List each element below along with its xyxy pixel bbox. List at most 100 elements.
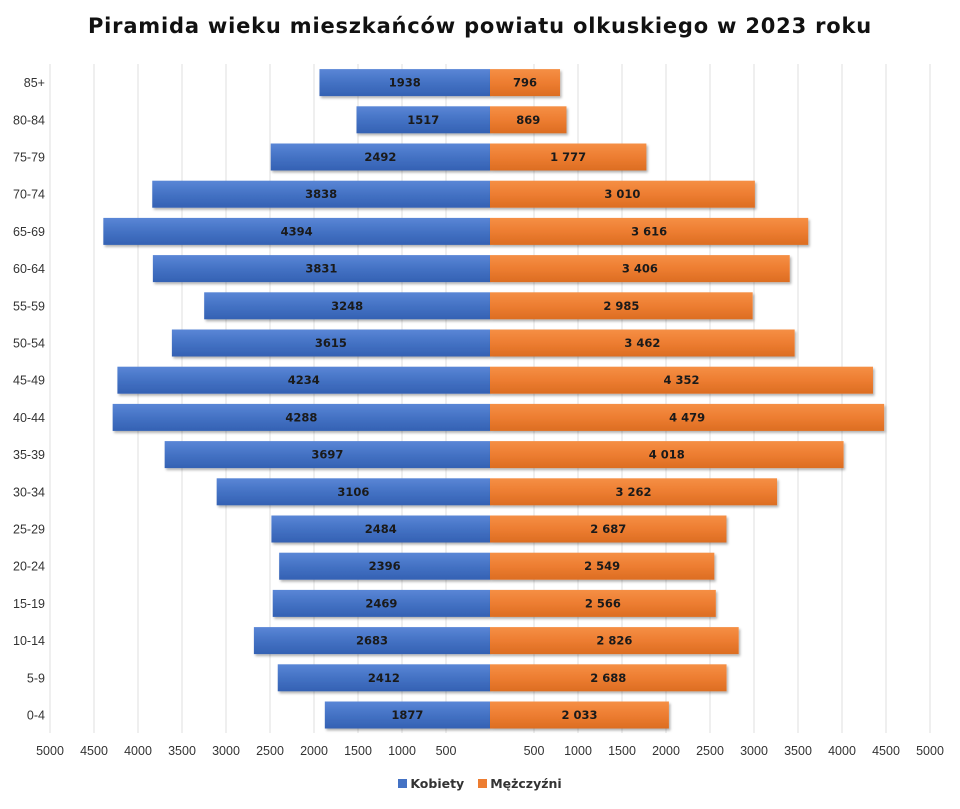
bar-mezczyzni[interactable] bbox=[490, 701, 669, 729]
bar-kobiety[interactable] bbox=[164, 441, 490, 469]
data-label-mezczyzni: 2 687 bbox=[590, 522, 626, 536]
data-label-kobiety: 3831 bbox=[305, 262, 337, 276]
bar-kobiety[interactable] bbox=[152, 255, 490, 283]
legend-label-kobiety: Kobiety bbox=[410, 776, 465, 791]
x-tick-label: 3500 bbox=[784, 744, 812, 758]
bar-mezczyzni[interactable] bbox=[490, 515, 727, 543]
bar-mezczyzni[interactable] bbox=[490, 329, 795, 357]
data-label-mezczyzni: 4 018 bbox=[649, 448, 685, 462]
bar-mezczyzni[interactable] bbox=[490, 552, 715, 580]
data-label-kobiety: 3248 bbox=[331, 299, 363, 313]
x-tick-label: 3500 bbox=[168, 744, 196, 758]
bar-mezczyzni[interactable] bbox=[490, 292, 753, 320]
x-tick-label: 1500 bbox=[344, 744, 372, 758]
bar-kobiety[interactable] bbox=[171, 329, 490, 357]
bar-mezczyzni[interactable] bbox=[490, 255, 790, 283]
x-tick-label: 500 bbox=[524, 744, 545, 758]
data-label-mezczyzni: 796 bbox=[513, 76, 537, 90]
data-label-kobiety: 1877 bbox=[391, 708, 423, 722]
category-label: 80-84 bbox=[13, 113, 45, 127]
legend: Kobiety Mężczyźni bbox=[0, 776, 960, 791]
data-label-kobiety: 2484 bbox=[365, 522, 397, 536]
bar-mezczyzni[interactable] bbox=[490, 69, 561, 97]
category-label: 45-49 bbox=[13, 374, 45, 388]
category-label: 30-34 bbox=[13, 485, 45, 499]
x-tick-label: 5000 bbox=[916, 744, 944, 758]
bar-kobiety[interactable] bbox=[103, 217, 490, 245]
bars bbox=[103, 69, 885, 729]
bar-mezczyzni[interactable] bbox=[490, 478, 778, 506]
category-label: 35-39 bbox=[13, 448, 45, 462]
category-label: 20-24 bbox=[13, 560, 45, 574]
bar-labels: 1938 796 1517 869 2492 1 777 3838 3 010 4394 3 61… bbox=[281, 76, 705, 722]
data-label-kobiety: 2412 bbox=[368, 671, 400, 685]
bar-kobiety[interactable] bbox=[271, 515, 490, 543]
data-label-kobiety: 4394 bbox=[281, 224, 313, 238]
bar-kobiety[interactable] bbox=[152, 180, 491, 208]
legend-item-mezczyzni[interactable]: Mężczyźni bbox=[478, 776, 562, 791]
bar-mezczyzni[interactable] bbox=[490, 441, 844, 469]
category-label: 55-59 bbox=[13, 299, 45, 313]
data-label-kobiety: 3697 bbox=[311, 448, 343, 462]
data-label-kobiety: 3838 bbox=[305, 187, 337, 201]
data-label-mezczyzni: 2 566 bbox=[585, 596, 621, 610]
bar-mezczyzni[interactable] bbox=[490, 403, 885, 431]
bar-kobiety[interactable] bbox=[253, 627, 490, 655]
bar-kobiety[interactable] bbox=[112, 403, 490, 431]
x-tick-label: 1000 bbox=[564, 744, 592, 758]
legend-item-kobiety[interactable]: Kobiety bbox=[398, 776, 464, 791]
bar-mezczyzni[interactable] bbox=[490, 366, 873, 394]
data-label-kobiety: 2469 bbox=[365, 596, 397, 610]
data-label-mezczyzni: 2 033 bbox=[561, 708, 597, 722]
bar-kobiety[interactable] bbox=[277, 664, 490, 692]
bar-kobiety[interactable] bbox=[324, 701, 490, 729]
data-label-kobiety: 3106 bbox=[337, 485, 369, 499]
bar-kobiety[interactable] bbox=[117, 366, 491, 394]
bar-kobiety[interactable] bbox=[279, 552, 490, 580]
bar-mezczyzni[interactable] bbox=[490, 143, 647, 171]
bar-kobiety[interactable] bbox=[319, 69, 490, 97]
legend-swatch-mezczyzni bbox=[478, 779, 488, 788]
bar-mezczyzni[interactable] bbox=[490, 106, 567, 134]
category-label: 70-74 bbox=[13, 188, 45, 202]
category-label: 10-14 bbox=[13, 634, 45, 648]
category-label: 50-54 bbox=[13, 337, 45, 351]
category-label: 40-44 bbox=[13, 411, 45, 425]
category-label: 0-4 bbox=[27, 709, 45, 723]
bar-mezczyzni[interactable] bbox=[490, 589, 716, 617]
bar-mezczyzni[interactable] bbox=[490, 180, 755, 208]
data-label-mezczyzni: 3 010 bbox=[604, 187, 640, 201]
x-tick-label: 4000 bbox=[124, 744, 152, 758]
bar-kobiety[interactable] bbox=[270, 143, 490, 171]
x-tick-label: 2500 bbox=[256, 744, 284, 758]
data-label-mezczyzni: 2 826 bbox=[596, 634, 632, 648]
bar-kobiety[interactable] bbox=[272, 589, 490, 617]
bar-kobiety[interactable] bbox=[216, 478, 490, 506]
bar-mezczyzni[interactable] bbox=[490, 627, 739, 655]
chart-title: Piramida wieku mieszkańców powiatu olkus… bbox=[87, 14, 872, 38]
data-label-kobiety: 3615 bbox=[315, 336, 347, 350]
data-label-mezczyzni: 4 479 bbox=[669, 410, 705, 424]
data-label-kobiety: 1517 bbox=[407, 113, 439, 127]
data-label-mezczyzni: 2 688 bbox=[590, 671, 626, 685]
data-label-mezczyzni: 3 462 bbox=[624, 336, 660, 350]
bar-mezczyzni[interactable] bbox=[490, 664, 727, 692]
bar-kobiety[interactable] bbox=[356, 106, 490, 134]
category-label: 65-69 bbox=[13, 225, 45, 239]
data-label-mezczyzni: 2 549 bbox=[584, 559, 620, 573]
category-label: 15-19 bbox=[13, 597, 45, 611]
x-tick-label: 4500 bbox=[80, 744, 108, 758]
x-tick-label: 2000 bbox=[300, 744, 328, 758]
x-tick-labels: 5000 4500 4000 3500 3000 2500 2000 1500 1000 500 5… bbox=[36, 744, 944, 758]
data-label-mezczyzni: 3 262 bbox=[616, 485, 652, 499]
bar-kobiety[interactable] bbox=[204, 292, 490, 320]
data-label-mezczyzni: 4 352 bbox=[663, 373, 699, 387]
gridlines bbox=[49, 64, 931, 733]
category-label: 25-29 bbox=[13, 523, 45, 537]
data-label-kobiety: 4288 bbox=[285, 410, 317, 424]
x-tick-label: 500 bbox=[436, 744, 457, 758]
data-label-kobiety: 1938 bbox=[389, 76, 421, 90]
bar-mezczyzni[interactable] bbox=[490, 217, 809, 245]
x-tick-label: 4000 bbox=[828, 744, 856, 758]
